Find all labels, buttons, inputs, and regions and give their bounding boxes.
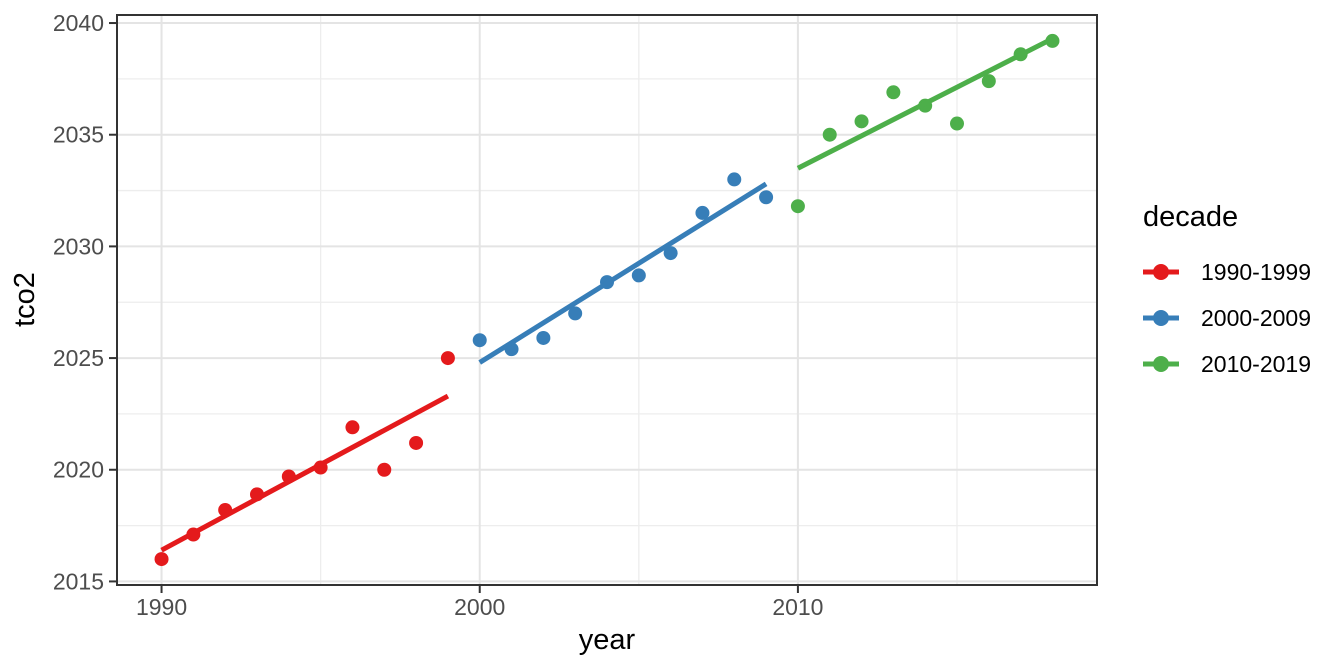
legend-key-dot (1153, 356, 1169, 372)
panel-background (117, 15, 1097, 585)
data-point (472, 333, 487, 348)
x-axis-title: year (578, 624, 636, 656)
legend-title: decade (1143, 201, 1239, 233)
legend-key-line-dot-icon (1143, 260, 1179, 284)
trend-line (478, 181, 768, 365)
data-point (886, 85, 901, 100)
data-point (409, 435, 424, 450)
data-point (440, 351, 455, 366)
data-point (854, 114, 869, 129)
y-axis-tick-label: 2015 (53, 568, 104, 594)
data-point (727, 172, 742, 187)
legend-item-label: 2000-2009 (1201, 304, 1311, 331)
y-axis-title: tco2 (8, 272, 41, 327)
y-axis-tick-label: 2020 (53, 457, 104, 483)
data-point (790, 199, 805, 214)
legend-item-label: 1990-1999 (1201, 258, 1311, 285)
legend-item-2000-2009: 2000-2009 (1143, 304, 1311, 331)
legend-item-1990-1999: 1990-1999 (1143, 258, 1311, 285)
x-axis-tick-label: 2010 (772, 594, 823, 620)
y-axis-tick-label: 2025 (53, 345, 104, 371)
trend-line (160, 393, 450, 553)
trend-line (796, 36, 1054, 171)
data-point (568, 306, 583, 321)
y-axis-tick-label: 2030 (53, 233, 104, 259)
data-point (345, 420, 360, 435)
legend-key-line-dot-icon (1143, 306, 1179, 330)
data-point (536, 330, 551, 345)
data-point (759, 190, 774, 205)
x-axis-tick-label: 1990 (136, 594, 187, 620)
data-point (631, 268, 646, 283)
legend-item-label: 2010-2019 (1201, 350, 1311, 377)
data-point (154, 552, 169, 567)
data-point (822, 127, 837, 142)
y-axis-tick-label: 2040 (53, 10, 104, 36)
legend: decade 1990-1999 2000-2009 2010-2019 (1143, 200, 1311, 398)
y-axis-tick-label: 2035 (53, 122, 104, 148)
legend-key-dot (1153, 264, 1169, 280)
data-point (981, 74, 996, 89)
data-point (377, 462, 392, 477)
panel-border (116, 14, 1098, 586)
data-point (950, 116, 964, 131)
legend-key-line-dot-icon (1143, 352, 1179, 376)
data-point (695, 205, 710, 220)
legend-key-dot (1153, 310, 1169, 326)
legend-item-2010-2019: 2010-2019 (1143, 350, 1311, 377)
data-point (663, 246, 678, 261)
x-axis-tick-label: 2000 (454, 594, 505, 620)
